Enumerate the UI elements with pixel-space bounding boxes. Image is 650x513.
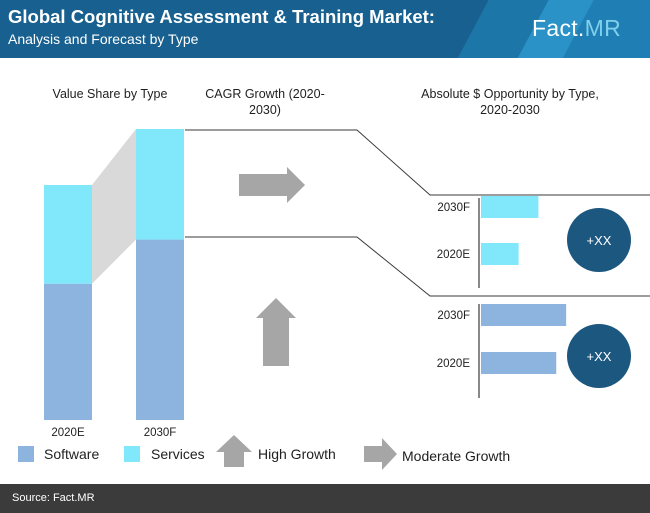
connector-line-lower <box>185 236 650 297</box>
legend-moderate-growth-icon <box>364 438 397 470</box>
bar-services-2030F <box>136 129 184 240</box>
legend-services-swatch <box>124 446 140 462</box>
bar-connector-shade <box>92 129 136 284</box>
legend-high-growth-label: High Growth <box>258 446 336 462</box>
hbar-services-2020E <box>481 243 519 265</box>
absolute-opportunity-title: Absolute $ Opportunity by Type, 2020-203… <box>421 87 599 117</box>
header-banner: Global Cognitive Assessment & Training M… <box>0 0 650 58</box>
opportunity-circle-upper: +XX <box>567 208 631 272</box>
bar-services-2020E <box>44 185 92 284</box>
y-tick-label: 2020E <box>437 249 471 261</box>
hbar-software-2030F <box>481 304 567 326</box>
connector-line-upper <box>185 129 650 196</box>
value-share-title: Value Share by Type <box>52 87 168 101</box>
page-subtitle: Analysis and Forecast by Type <box>8 31 199 47</box>
brand-logo-text: Fact. <box>532 15 585 41</box>
hbar-services-2030F <box>481 196 539 218</box>
brand-logo-accent: MR <box>584 15 621 41</box>
value-share-chart: 2020E 2030F <box>44 129 184 439</box>
footer-bar: Source: Fact.MR <box>0 484 650 513</box>
opportunity-circle-lower: +XX <box>567 324 631 388</box>
bar-software-2020E <box>44 283 92 420</box>
absolute-opportunity-chart: 2030F 2020E 2030F 2020E <box>437 196 567 374</box>
hbar-software-2020E <box>481 352 557 374</box>
x-tick-label: 2020E <box>51 427 85 439</box>
cagr-title: CAGR Growth (2020-2030) <box>205 87 325 117</box>
y-tick-label: 2030F <box>437 310 470 322</box>
bar-software-2030F <box>136 239 184 420</box>
legend-high-growth-icon <box>216 435 252 467</box>
brand-logo: Fact.MR <box>532 15 621 42</box>
high-growth-arrow <box>256 298 296 366</box>
page-title: Global Cognitive Assessment & Training M… <box>8 6 435 27</box>
legend-services-label: Services <box>151 446 205 462</box>
x-tick-label: 2030F <box>144 427 177 439</box>
legend-software-label: Software <box>44 446 100 462</box>
y-tick-label: 2030F <box>437 202 470 214</box>
source-note: Source: Fact.MR <box>12 492 95 504</box>
moderate-growth-arrow <box>239 167 305 203</box>
legend-moderate-growth-label: Moderate Growth <box>402 448 511 464</box>
y-tick-label: 2020E <box>437 358 471 370</box>
legend-software-swatch <box>18 446 34 462</box>
